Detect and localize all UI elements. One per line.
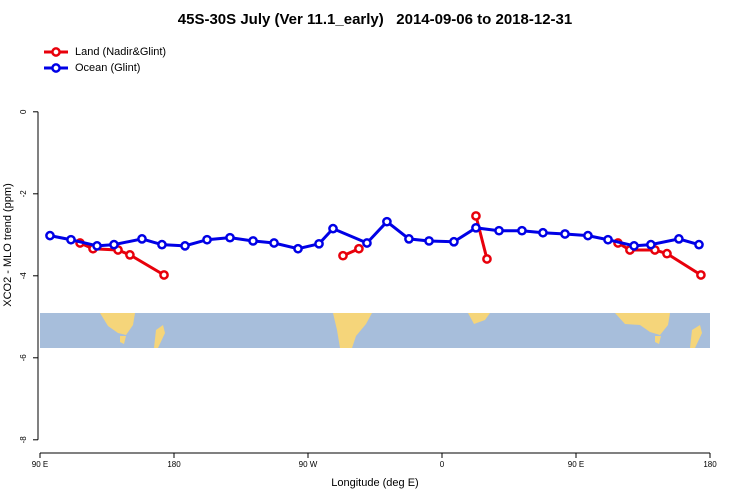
data-point — [629, 241, 639, 251]
data-point — [482, 254, 492, 264]
x-tick-label: 90 E — [568, 460, 584, 469]
x-tick-label: 0 — [440, 460, 445, 469]
data-point — [248, 236, 258, 246]
chart-title: 45S-30S July (Ver 11.1_early) 2014-09-06… — [178, 11, 572, 28]
data-point — [362, 238, 372, 248]
data-point — [517, 225, 527, 236]
data-point — [269, 238, 279, 248]
data-point — [583, 230, 593, 241]
data-point — [314, 238, 324, 249]
data-point — [202, 234, 212, 245]
data-point — [382, 216, 392, 227]
data-point — [471, 222, 481, 233]
data-point — [293, 243, 303, 254]
data-point — [137, 234, 147, 244]
x-tick-label: 90 W — [299, 460, 318, 469]
data-point — [92, 241, 102, 251]
data-point — [338, 250, 348, 261]
legend-marker — [51, 47, 61, 57]
y-tick-label: -6 — [19, 354, 28, 362]
x-tick-label: 90 E — [32, 460, 48, 469]
legend-marker — [51, 63, 61, 73]
x-axis-label: Longitude (deg E) — [331, 477, 418, 489]
y-axis-label: XCO2 - MLO trend (ppm) — [2, 183, 14, 306]
legend-label: Ocean (Glint) — [75, 62, 140, 74]
y-tick-label: -2 — [19, 190, 28, 198]
data-point — [404, 234, 414, 244]
data-point — [696, 270, 706, 280]
data-point — [424, 236, 434, 246]
map-strip — [40, 313, 710, 348]
data-point — [449, 236, 459, 247]
data-point — [494, 225, 504, 236]
data-point — [45, 230, 55, 241]
series-line — [474, 215, 489, 260]
data-point — [560, 229, 570, 239]
data-point — [471, 211, 481, 221]
data-point — [125, 250, 135, 260]
data-point — [109, 239, 119, 250]
y-tick-label: -8 — [19, 436, 28, 444]
data-point — [694, 239, 704, 250]
data-point — [157, 239, 167, 250]
y-tick-label: 0 — [19, 109, 28, 114]
data-point — [662, 248, 672, 259]
data-point — [328, 223, 338, 234]
data-point — [646, 239, 656, 250]
data-point — [159, 270, 169, 280]
y-tick-label: -4 — [19, 272, 28, 280]
data-point — [603, 234, 613, 245]
x-tick-label: 180 — [703, 460, 717, 469]
data-point — [180, 241, 190, 251]
data-point — [225, 232, 235, 243]
data-point — [354, 243, 364, 254]
x-tick-label: 180 — [167, 460, 181, 469]
data-point — [538, 227, 548, 238]
series-line — [49, 219, 700, 251]
data-point — [674, 234, 684, 244]
legend-label: Land (Nadir&Glint) — [75, 46, 166, 58]
data-point — [66, 234, 76, 245]
